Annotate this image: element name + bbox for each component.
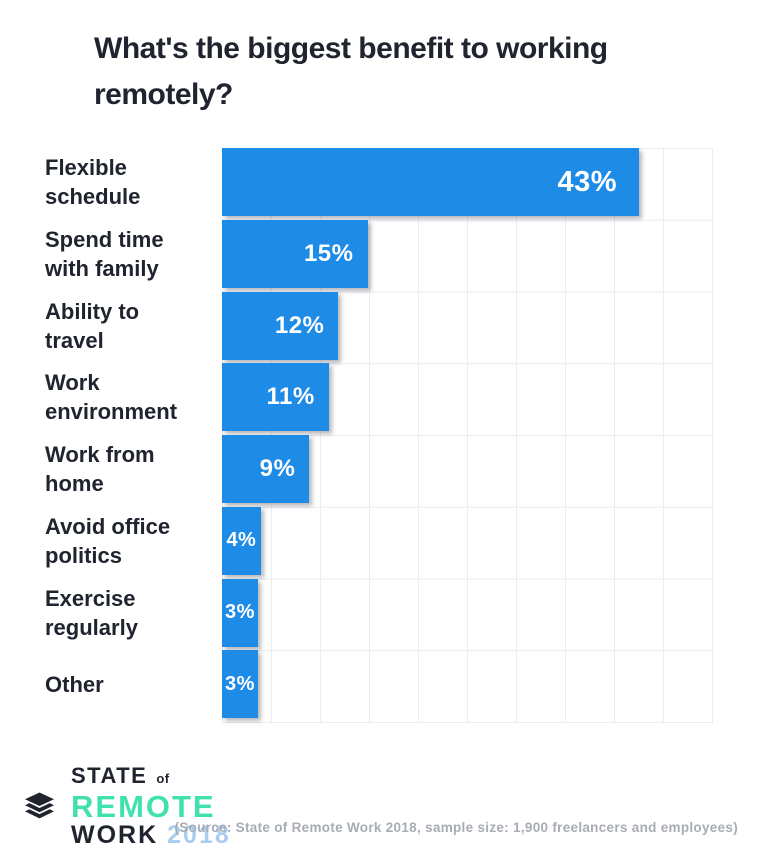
chart-title-line1: What's the biggest benefit to working [94,32,608,65]
bar-exercise-regularly: 3% [222,578,258,647]
category-label-other: Other [45,671,104,697]
category-label-work-environment: Work environment [45,370,178,425]
state-of-remote-work-logo: STATE of REMOTE WORK 2018 [24,763,231,849]
logo-state-text: STATE [71,763,148,788]
category-label-avoid-office-politics: Avoid office politics [45,513,171,568]
logo-year-text: 2018 [167,821,231,849]
source-note: (Source: State of Remote Work 2018, samp… [174,820,738,835]
logo-work-text: WORK [71,821,159,849]
bar-spend-time-with-family: 15% [222,219,368,288]
category-label-spend-time-with-family: Spend time with family [45,226,164,281]
stacked-layers-icon [24,792,55,819]
category-label-flexible-schedule: Flexible schedule [45,155,141,209]
bar-value-label: 3% [225,672,255,695]
logo-line3: WORK 2018 [71,822,231,849]
chart-title-line2: remotely? [94,78,233,111]
bar-value-label: 12% [274,311,325,339]
category-label-work-from-home: Work from home [45,442,155,496]
bar-value-label: 43% [557,165,618,198]
category-label-exercise-regularly: Exercise regularly [45,585,138,640]
logo-of-text: of [156,771,170,786]
bar-avoid-office-politics: 4% [222,506,261,575]
chart-title: What's the biggest benefit to working re… [94,26,608,118]
bar-work-from-home: 9% [222,435,310,503]
logo-text: STATE of REMOTE WORK 2018 [71,763,231,849]
bar-flexible-schedule: 43% [222,148,640,216]
bar-value-label: 3% [225,601,255,623]
bar-value-label: 15% [303,239,354,267]
bar-other: 3% [222,650,258,719]
bar-work-environment: 11% [222,363,329,432]
category-labels: Flexible schedule Spend time with family A… [45,148,217,722]
plot-area: 43% 15% 12% 11% 9% 4% 3% 3% [222,148,713,723]
logo-line1: STATE of [71,763,231,791]
bar-ability-to-travel: 12% [222,291,339,360]
bar-value-label: 9% [259,455,296,482]
logo-remote-text: REMOTE [71,789,216,824]
stacked-layers-icon-shape [24,792,55,819]
bar-value-label: 11% [266,383,315,411]
bar-value-label: 4% [226,529,257,552]
category-label-ability-to-travel: Ability to travel [45,298,140,353]
